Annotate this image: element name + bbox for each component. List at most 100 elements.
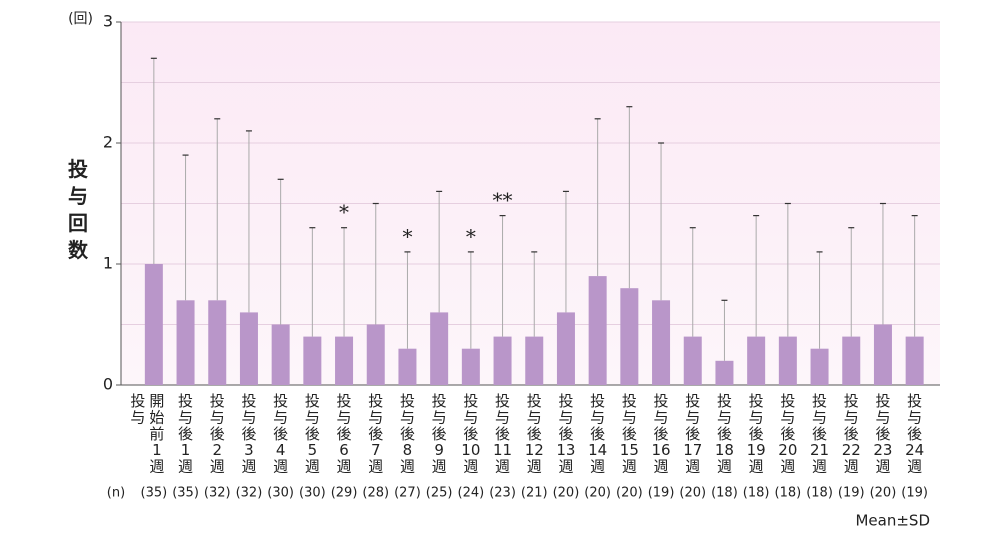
label-char: 与 (654, 408, 669, 426)
label-char: 与 (337, 408, 352, 426)
label-char: 週 (149, 457, 164, 475)
bar (810, 348, 829, 385)
label-char: 投 (130, 392, 145, 410)
label-char: 後 (907, 424, 922, 442)
label-char: 後 (558, 424, 573, 442)
bar (683, 336, 702, 385)
bar (208, 300, 227, 385)
label-char: 後 (654, 424, 669, 442)
label-char: 2 (212, 441, 222, 459)
bar (430, 312, 449, 385)
label-char: 4 (276, 441, 286, 459)
y-tick-label: 0 (103, 375, 113, 394)
label-char: 17 (683, 441, 702, 459)
n-label: (21) (521, 486, 548, 501)
label-char: 後 (780, 424, 795, 442)
x-tick-label: 投与後 20 週 (778, 392, 797, 476)
x-tick-label: 投与後 10 週 (461, 392, 480, 476)
label-char: 与 (273, 408, 288, 426)
bar (747, 336, 766, 385)
label-char: 与 (780, 408, 795, 426)
label-char: 14 (588, 441, 607, 459)
bar (239, 312, 258, 385)
label-char: 週 (907, 457, 922, 475)
label-char: 7 (371, 441, 381, 459)
n-label: (19) (648, 486, 675, 501)
bar (461, 348, 480, 385)
label-char: 21 (810, 441, 829, 459)
x-tick-label: 投与後 3 週 (241, 392, 256, 476)
label-char: 週 (622, 457, 637, 475)
label-char: 投 (273, 392, 288, 410)
x-tick-label: 投与後 15 週 (620, 392, 639, 476)
n-label: (18) (743, 486, 770, 501)
label-char: 後 (717, 424, 732, 442)
label-char: 後 (463, 424, 478, 442)
label-char: 週 (717, 457, 732, 475)
label-char: 後 (844, 424, 859, 442)
x-tick-label: 投与後 23 週 (873, 392, 892, 476)
label-char: 与 (400, 408, 415, 426)
bar (303, 336, 322, 385)
label-char: 与 (875, 408, 890, 426)
n-label: (20) (553, 486, 580, 501)
n-label: (30) (299, 486, 326, 501)
x-tick-label: 投与後 11 週 (493, 392, 512, 476)
label-char: 投 (907, 392, 922, 410)
x-tick-label: 投与後 17 週 (683, 392, 702, 476)
label-char: 後 (337, 424, 352, 442)
x-tick-label: 投与後 9 週 (432, 392, 447, 476)
n-label: (24) (458, 486, 485, 501)
label-char: 与 (527, 408, 542, 426)
x-tick-label: 投与後 12 週 (525, 392, 544, 476)
label-char: 6 (339, 441, 349, 459)
n-label: (32) (236, 486, 263, 501)
y-tick-label: 3 (103, 12, 113, 31)
y-tick-label: 1 (103, 254, 113, 273)
label-char: 与 (590, 408, 605, 426)
n-title: (n) (107, 486, 125, 501)
label-char: 与 (907, 408, 922, 426)
label-char: 投 (717, 392, 732, 410)
n-label: (20) (584, 486, 611, 501)
bar (335, 336, 354, 385)
bar (588, 276, 607, 385)
label-char: 投 (622, 392, 637, 410)
label-char: 後 (590, 424, 605, 442)
x-tick-label: 投与後 24 週 (905, 392, 924, 476)
label-char: 19 (747, 441, 766, 459)
note: Mean±SD (855, 512, 930, 530)
label-char: 週 (178, 457, 193, 475)
label-char: 11 (493, 441, 512, 459)
label-char: 始 (149, 408, 164, 426)
y-unit: (回) (68, 11, 93, 27)
label-char: 後 (812, 424, 827, 442)
label-char: 与 (495, 408, 510, 426)
label-char: 後 (527, 424, 542, 442)
bar (144, 264, 163, 385)
label-char: 投 (558, 392, 573, 410)
label-char: 1 (152, 441, 162, 459)
n-label: (28) (362, 486, 389, 501)
label-char: 与 (812, 408, 827, 426)
label-char: 与 (432, 408, 447, 426)
label-char: 週 (210, 457, 225, 475)
label-char: 投 (432, 392, 447, 410)
x-tick-label: 投与後 4 週 (273, 392, 288, 476)
label-char: 週 (241, 457, 256, 475)
x-tick-label: 投与後 6 週 (337, 392, 352, 476)
label-char: 後 (749, 424, 764, 442)
bar (905, 336, 924, 385)
label-char: 後 (305, 424, 320, 442)
label-char: 後 (273, 424, 288, 442)
bar (271, 324, 290, 385)
label-char: 投 (400, 392, 415, 410)
label-char: 投 (178, 392, 193, 410)
bar (366, 324, 385, 385)
y-label-char: 数 (68, 238, 89, 262)
label-char: 週 (844, 457, 859, 475)
label-char: 投 (305, 392, 320, 410)
bar (525, 336, 544, 385)
label-char: 週 (527, 457, 542, 475)
